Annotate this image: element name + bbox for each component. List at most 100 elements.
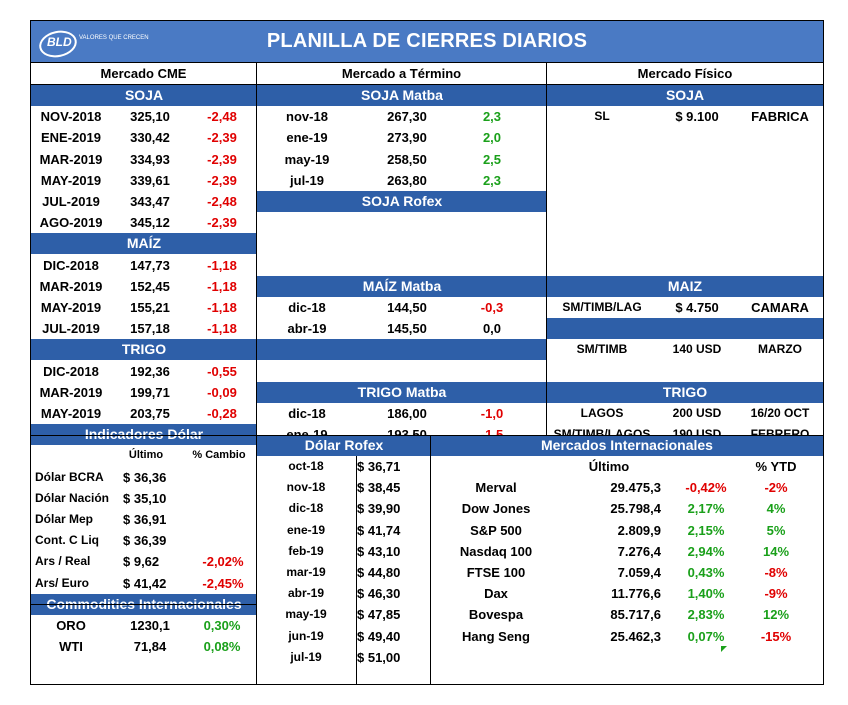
change-value: -2,45% [202, 575, 244, 591]
table-row: jul-19 $ 51,00 [257, 647, 431, 668]
contract-month: MAR-2019 [39, 384, 103, 400]
ytd-change: 4% [766, 501, 786, 517]
table-row: MAY-2019 155,21 -1,18 [31, 297, 257, 318]
contract-month: mar-19 [286, 565, 326, 579]
table-row: SL $ 9.100 FABRICA [547, 106, 823, 127]
table-row: S&P 500 2.809,9 2,15% 5% [431, 520, 823, 541]
commodities-header: Commodities Internacionales [31, 593, 257, 615]
change-value: 2,3 [482, 109, 502, 125]
ytd-change: -15% [760, 628, 792, 644]
price: $ 36,71 [357, 459, 401, 474]
table-row: MAR-2019 199,71 -0,09 [31, 382, 257, 403]
fisico-maiz-header: MAIZ [547, 275, 823, 297]
trigo-matba-header: TRIGO Matba [257, 381, 547, 403]
v-gridline [546, 63, 547, 435]
fisico-soja-header: SOJA [547, 85, 823, 106]
table-row: Dow Jones 25.798,4 2,17% 4% [431, 498, 823, 519]
closing-prices-sheet: BLD VALORES QUE CRECEN PLANILLA DE CIERR… [30, 20, 824, 685]
v-gridline [356, 456, 357, 684]
price: $ 9,62 [123, 554, 160, 570]
price: 25.798,4 [610, 501, 661, 517]
table-row: ene-19 $ 41,74 [257, 520, 431, 541]
h-gridline [31, 604, 257, 606]
table-row: Dólar Nación $ 35,10 [31, 488, 257, 509]
price: 145,50 [387, 321, 427, 337]
dolar-indicators-header: Indicadores Dólar [31, 424, 257, 446]
v-gridline [256, 63, 257, 435]
daily-change: 0,07% [687, 628, 725, 644]
contract-month: MAY-2019 [40, 172, 102, 188]
price: 203,75 [130, 406, 170, 421]
change-value: -1,18 [207, 257, 237, 273]
price: 140 USD [672, 342, 722, 357]
table-row: Dólar BCRA $ 36,36 [31, 467, 257, 488]
table-row: Dax 11.776,6 1,40% -9% [431, 583, 823, 604]
change-value: -2,48 [207, 194, 237, 209]
ytd-change: -8% [764, 565, 788, 580]
index-name: Merval [475, 480, 517, 496]
location: LAGOS [580, 406, 624, 420]
location: SM/TIMB [576, 342, 628, 357]
contract-month: nov-18 [286, 109, 328, 125]
comment-marker-icon [721, 645, 727, 652]
change-value [191, 530, 255, 551]
change-value: -0,09 [207, 384, 237, 400]
price: 85.717,6 [610, 607, 661, 623]
ytd-change: 5% [766, 522, 786, 538]
change-value: 0,30% [203, 618, 241, 633]
contract-month: nov-18 [286, 480, 326, 495]
price: $ 39,90 [357, 501, 401, 517]
table-row: Ars/ Euro $ 41,42 -2,45% [31, 573, 257, 594]
change-value: -1,18 [207, 278, 237, 294]
h-gridline [31, 434, 823, 436]
change-value [191, 509, 255, 530]
price: 144,50 [387, 300, 427, 315]
price: 273,90 [387, 130, 427, 146]
price: 71,84 [133, 639, 167, 655]
change-value: -2,39 [207, 172, 237, 188]
contract-month: jul-19 [290, 172, 324, 188]
daily-change: 2,17% [687, 501, 725, 517]
price: 192,36 [130, 363, 170, 379]
change-value: -2,48 [207, 109, 237, 125]
contract-month: oct-18 [288, 459, 324, 473]
maiz-matba-header: MAÍZ Matba [257, 275, 547, 297]
table-row: MAR-2019 334,93 -2,39 [31, 149, 257, 170]
contract-month: ENE-2019 [41, 130, 101, 146]
ytd-change: -2% [764, 480, 788, 496]
page-title: PLANILLA DE CIERRES DIARIOS [266, 30, 588, 52]
price: 1230,1 [130, 618, 170, 633]
table-row: oct-18 $ 36,71 [257, 456, 431, 477]
fisico-blank-bar [547, 318, 823, 340]
contract-month: dic-18 [288, 501, 324, 516]
change-value: 0,08% [203, 639, 241, 655]
price: 7.059,4 [617, 565, 661, 580]
table-row: Merval 29.475,3 -0,42% -2% [431, 477, 823, 498]
price: 267,30 [387, 109, 427, 125]
buyer: CAMARA [751, 300, 809, 315]
price: 339,61 [130, 172, 170, 188]
fisico-trigo-header: TRIGO [547, 381, 823, 403]
table-row: Hang Seng 25.462,3 0,07% -15% [431, 626, 823, 647]
cme-soja-header: SOJA [31, 85, 257, 106]
contract-month: ene-19 [286, 130, 328, 146]
price: $ 4.750 [675, 300, 719, 315]
contract-month: JUL-2019 [42, 321, 100, 337]
change-value: -2,39 [207, 215, 237, 231]
table-row: MAY-2019 339,61 -2,39 [31, 170, 257, 191]
v-gridline [430, 434, 431, 684]
table-row: Dólar Mep $ 36,91 [31, 509, 257, 530]
buyer: FABRICA [751, 109, 809, 125]
price: $ 36,39 [123, 533, 167, 549]
dolar-rofex-header: Dólar Rofex [257, 434, 431, 456]
contract-month: MAR-2019 [39, 278, 103, 294]
price: 147,73 [130, 257, 170, 273]
commodity-name: WTI [59, 639, 83, 655]
index-name: Hang Seng [462, 628, 530, 644]
contract-month: feb-19 [288, 543, 324, 558]
daily-change: 2,15% [687, 522, 725, 538]
table-row: abr-19 145,50 0,0 [257, 318, 547, 339]
price: 200 USD [672, 406, 722, 420]
change-value: -0,28 [207, 406, 237, 421]
table-row: DIC-2018 192,36 -0,55 [31, 361, 257, 382]
